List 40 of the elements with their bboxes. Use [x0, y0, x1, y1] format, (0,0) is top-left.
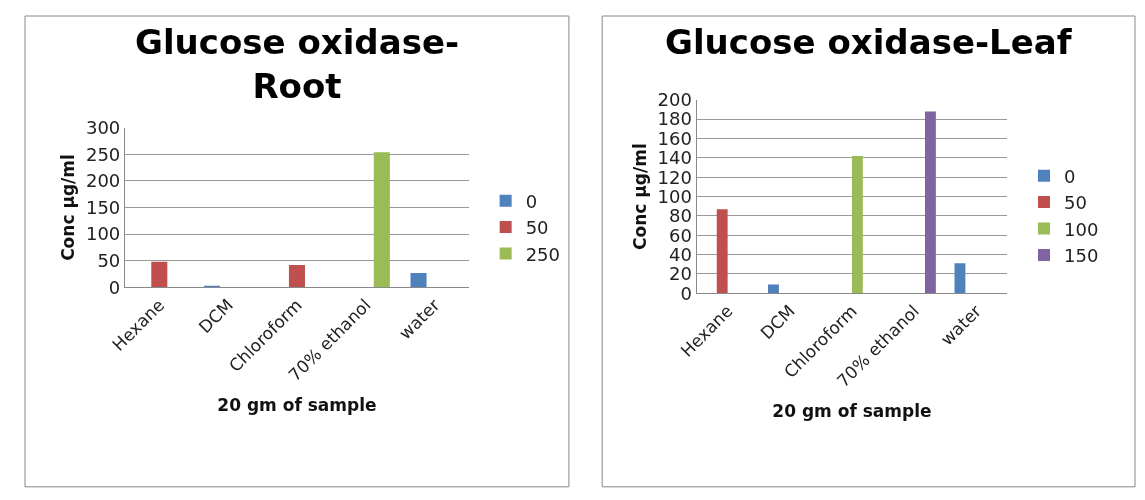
- y-tick-label: 150: [85, 196, 121, 218]
- bar: [288, 264, 305, 288]
- legend-label: 50: [1064, 192, 1087, 214]
- legend-label: 0: [525, 190, 538, 212]
- y-tick-label: 200: [657, 89, 692, 111]
- y-axis-title: Conc µg/ml: [58, 154, 79, 261]
- y-tick-label: 20: [669, 263, 692, 285]
- y-tick-label: 50: [97, 250, 121, 272]
- y-tick-label: 300: [85, 117, 121, 139]
- bar: [373, 152, 390, 288]
- y-tick-label: 200: [85, 170, 121, 192]
- y-tick-label: 100: [85, 223, 121, 245]
- legend-label: 100: [1064, 218, 1099, 240]
- legend-label: 150: [1064, 244, 1099, 266]
- bar: [954, 263, 966, 294]
- legend-label: 50: [525, 217, 549, 239]
- chart-title: Glucose oxidase- Root: [135, 22, 460, 107]
- bar: [768, 284, 779, 294]
- y-tick-label: 140: [657, 147, 692, 169]
- y-tick-label: 100: [657, 185, 692, 207]
- x-axis-title: 20 gm of sample: [772, 401, 932, 422]
- bar: [851, 155, 863, 294]
- legend-label: 250: [525, 243, 561, 265]
- y-axis-title: Conc µg/ml: [630, 143, 651, 250]
- legend-label: 0: [1064, 165, 1076, 187]
- bar: [716, 209, 728, 294]
- bar: [924, 111, 936, 294]
- x-axis-title: 20 gm of sample: [217, 395, 377, 416]
- bar: [151, 261, 168, 288]
- chart-title: Glucose oxidase-Leaf: [665, 22, 1073, 62]
- y-tick-label: 60: [669, 224, 692, 246]
- bar: [410, 272, 427, 288]
- y-tick-label: 250: [85, 143, 121, 165]
- y-tick-label: 0: [680, 282, 692, 304]
- y-tick-label: 80: [669, 205, 692, 227]
- y-tick-label: 40: [669, 243, 692, 265]
- y-tick-label: 0: [108, 276, 121, 298]
- y-tick-label: 120: [657, 166, 692, 188]
- y-tick-label: 160: [657, 127, 692, 149]
- y-tick-label: 180: [657, 108, 692, 130]
